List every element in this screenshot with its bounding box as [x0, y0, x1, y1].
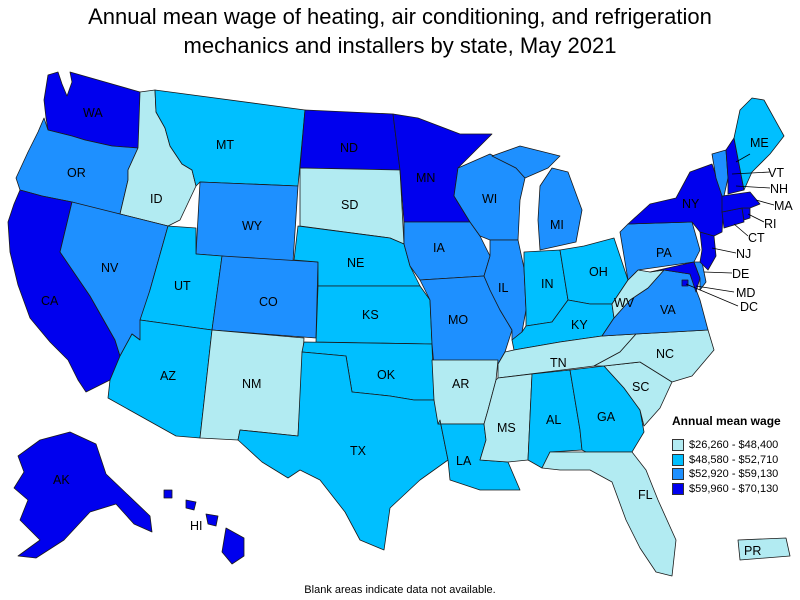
label-md: MD — [736, 286, 755, 300]
legend-swatch-1 — [672, 439, 684, 452]
map-legend: Annual mean wage $26,260 - $48,400 $48,5… — [672, 414, 781, 496]
label-wv: WV — [614, 296, 635, 310]
label-il: IL — [498, 281, 508, 295]
label-or: OR — [67, 166, 86, 180]
label-in: IN — [541, 277, 554, 291]
label-al: AL — [546, 413, 561, 427]
legend-swatch-3 — [672, 468, 684, 481]
state-labels: WA OR CA ID NV MT WY UT AZ CO NM ND SD N… — [41, 106, 793, 558]
map-title: Annual mean wage of heating, air conditi… — [0, 2, 800, 60]
label-va: VA — [660, 303, 676, 317]
label-ma: MA — [774, 199, 793, 213]
label-ia: IA — [433, 241, 445, 255]
state-mi-upper[interactable] — [491, 145, 561, 179]
state-pr[interactable] — [737, 537, 791, 561]
label-nh: NH — [770, 182, 788, 196]
label-oh: OH — [589, 265, 608, 279]
label-ks: KS — [362, 308, 379, 322]
state-ma[interactable] — [721, 191, 761, 213]
state-hi-maui[interactable] — [205, 513, 219, 527]
label-ri: RI — [764, 217, 777, 231]
state-ak[interactable] — [13, 431, 153, 559]
legend-swatch-4 — [672, 482, 684, 495]
legend-title: Annual mean wage — [672, 414, 781, 428]
label-vt: VT — [768, 166, 784, 180]
state-il[interactable] — [483, 239, 527, 341]
state-nd[interactable] — [299, 109, 401, 171]
label-mt: MT — [216, 138, 234, 152]
state-hi[interactable] — [221, 527, 245, 565]
label-ut: UT — [174, 279, 191, 293]
state-dc[interactable] — [681, 279, 689, 287]
label-sd: SD — [341, 198, 358, 212]
label-nc: NC — [656, 347, 674, 361]
legend-item-3: $52,920 - $59,130 — [672, 467, 781, 482]
label-fl: FL — [638, 488, 653, 502]
label-wa: WA — [83, 106, 103, 120]
legend-label-1: $26,260 - $48,400 — [689, 439, 779, 452]
label-ga: GA — [597, 410, 616, 424]
label-mo: MO — [448, 313, 468, 327]
state-fl[interactable] — [541, 451, 677, 577]
legend-item-1: $26,260 - $48,400 — [672, 438, 781, 453]
label-nd: ND — [340, 141, 358, 155]
title-line-1: Annual mean wage of heating, air conditi… — [88, 4, 712, 29]
label-pr: PR — [744, 544, 761, 558]
state-mi[interactable] — [537, 167, 583, 251]
state-nj[interactable] — [699, 231, 717, 271]
label-mi: MI — [550, 218, 564, 232]
label-ct: CT — [748, 231, 765, 245]
leader-lines — [685, 153, 775, 307]
label-nv: NV — [101, 261, 119, 275]
state-tx[interactable] — [237, 351, 449, 551]
state-hi-oahu[interactable] — [185, 499, 197, 511]
label-me: ME — [750, 136, 769, 150]
label-id: ID — [150, 192, 163, 206]
label-pa: PA — [656, 246, 672, 260]
label-ak: AK — [53, 473, 70, 487]
label-nj: NJ — [736, 247, 751, 261]
label-ms: MS — [497, 421, 516, 435]
legend-swatch-2 — [672, 453, 684, 466]
label-co: CO — [259, 295, 278, 309]
state-nh[interactable] — [725, 137, 745, 195]
legend-label-4: $59,960 - $70,130 — [689, 482, 779, 495]
label-wi: WI — [482, 192, 497, 206]
label-ky: KY — [571, 318, 588, 332]
label-ca: CA — [41, 294, 59, 308]
state-nc[interactable] — [593, 329, 715, 383]
legend-label-2: $48,580 - $52,710 — [689, 453, 779, 466]
legend-label-3: $52,920 - $59,130 — [689, 468, 779, 481]
label-nm: NM — [242, 377, 261, 391]
label-az: AZ — [160, 369, 176, 383]
label-ny: NY — [682, 197, 700, 211]
label-mn: MN — [416, 171, 435, 185]
footnote: Blank areas indicate data not available. — [304, 584, 496, 596]
label-ok: OK — [377, 368, 396, 382]
label-la: LA — [456, 454, 472, 468]
legend-item-4: $59,960 - $70,130 — [672, 482, 781, 497]
label-dc: DC — [740, 300, 758, 314]
label-tn: TN — [550, 356, 567, 370]
label-de: DE — [732, 267, 749, 281]
state-me[interactable] — [733, 97, 785, 191]
label-ar: AR — [452, 377, 469, 391]
title-line-2: mechanics and installers by state, May 2… — [183, 33, 617, 58]
state-hi-kauai[interactable] — [163, 489, 173, 499]
label-sc: SC — [632, 380, 649, 394]
label-wy: WY — [242, 219, 263, 233]
label-tx: TX — [350, 444, 367, 458]
label-ne: NE — [347, 256, 364, 270]
label-hi: HI — [190, 519, 203, 533]
legend-item-2: $48,580 - $52,710 — [672, 453, 781, 468]
